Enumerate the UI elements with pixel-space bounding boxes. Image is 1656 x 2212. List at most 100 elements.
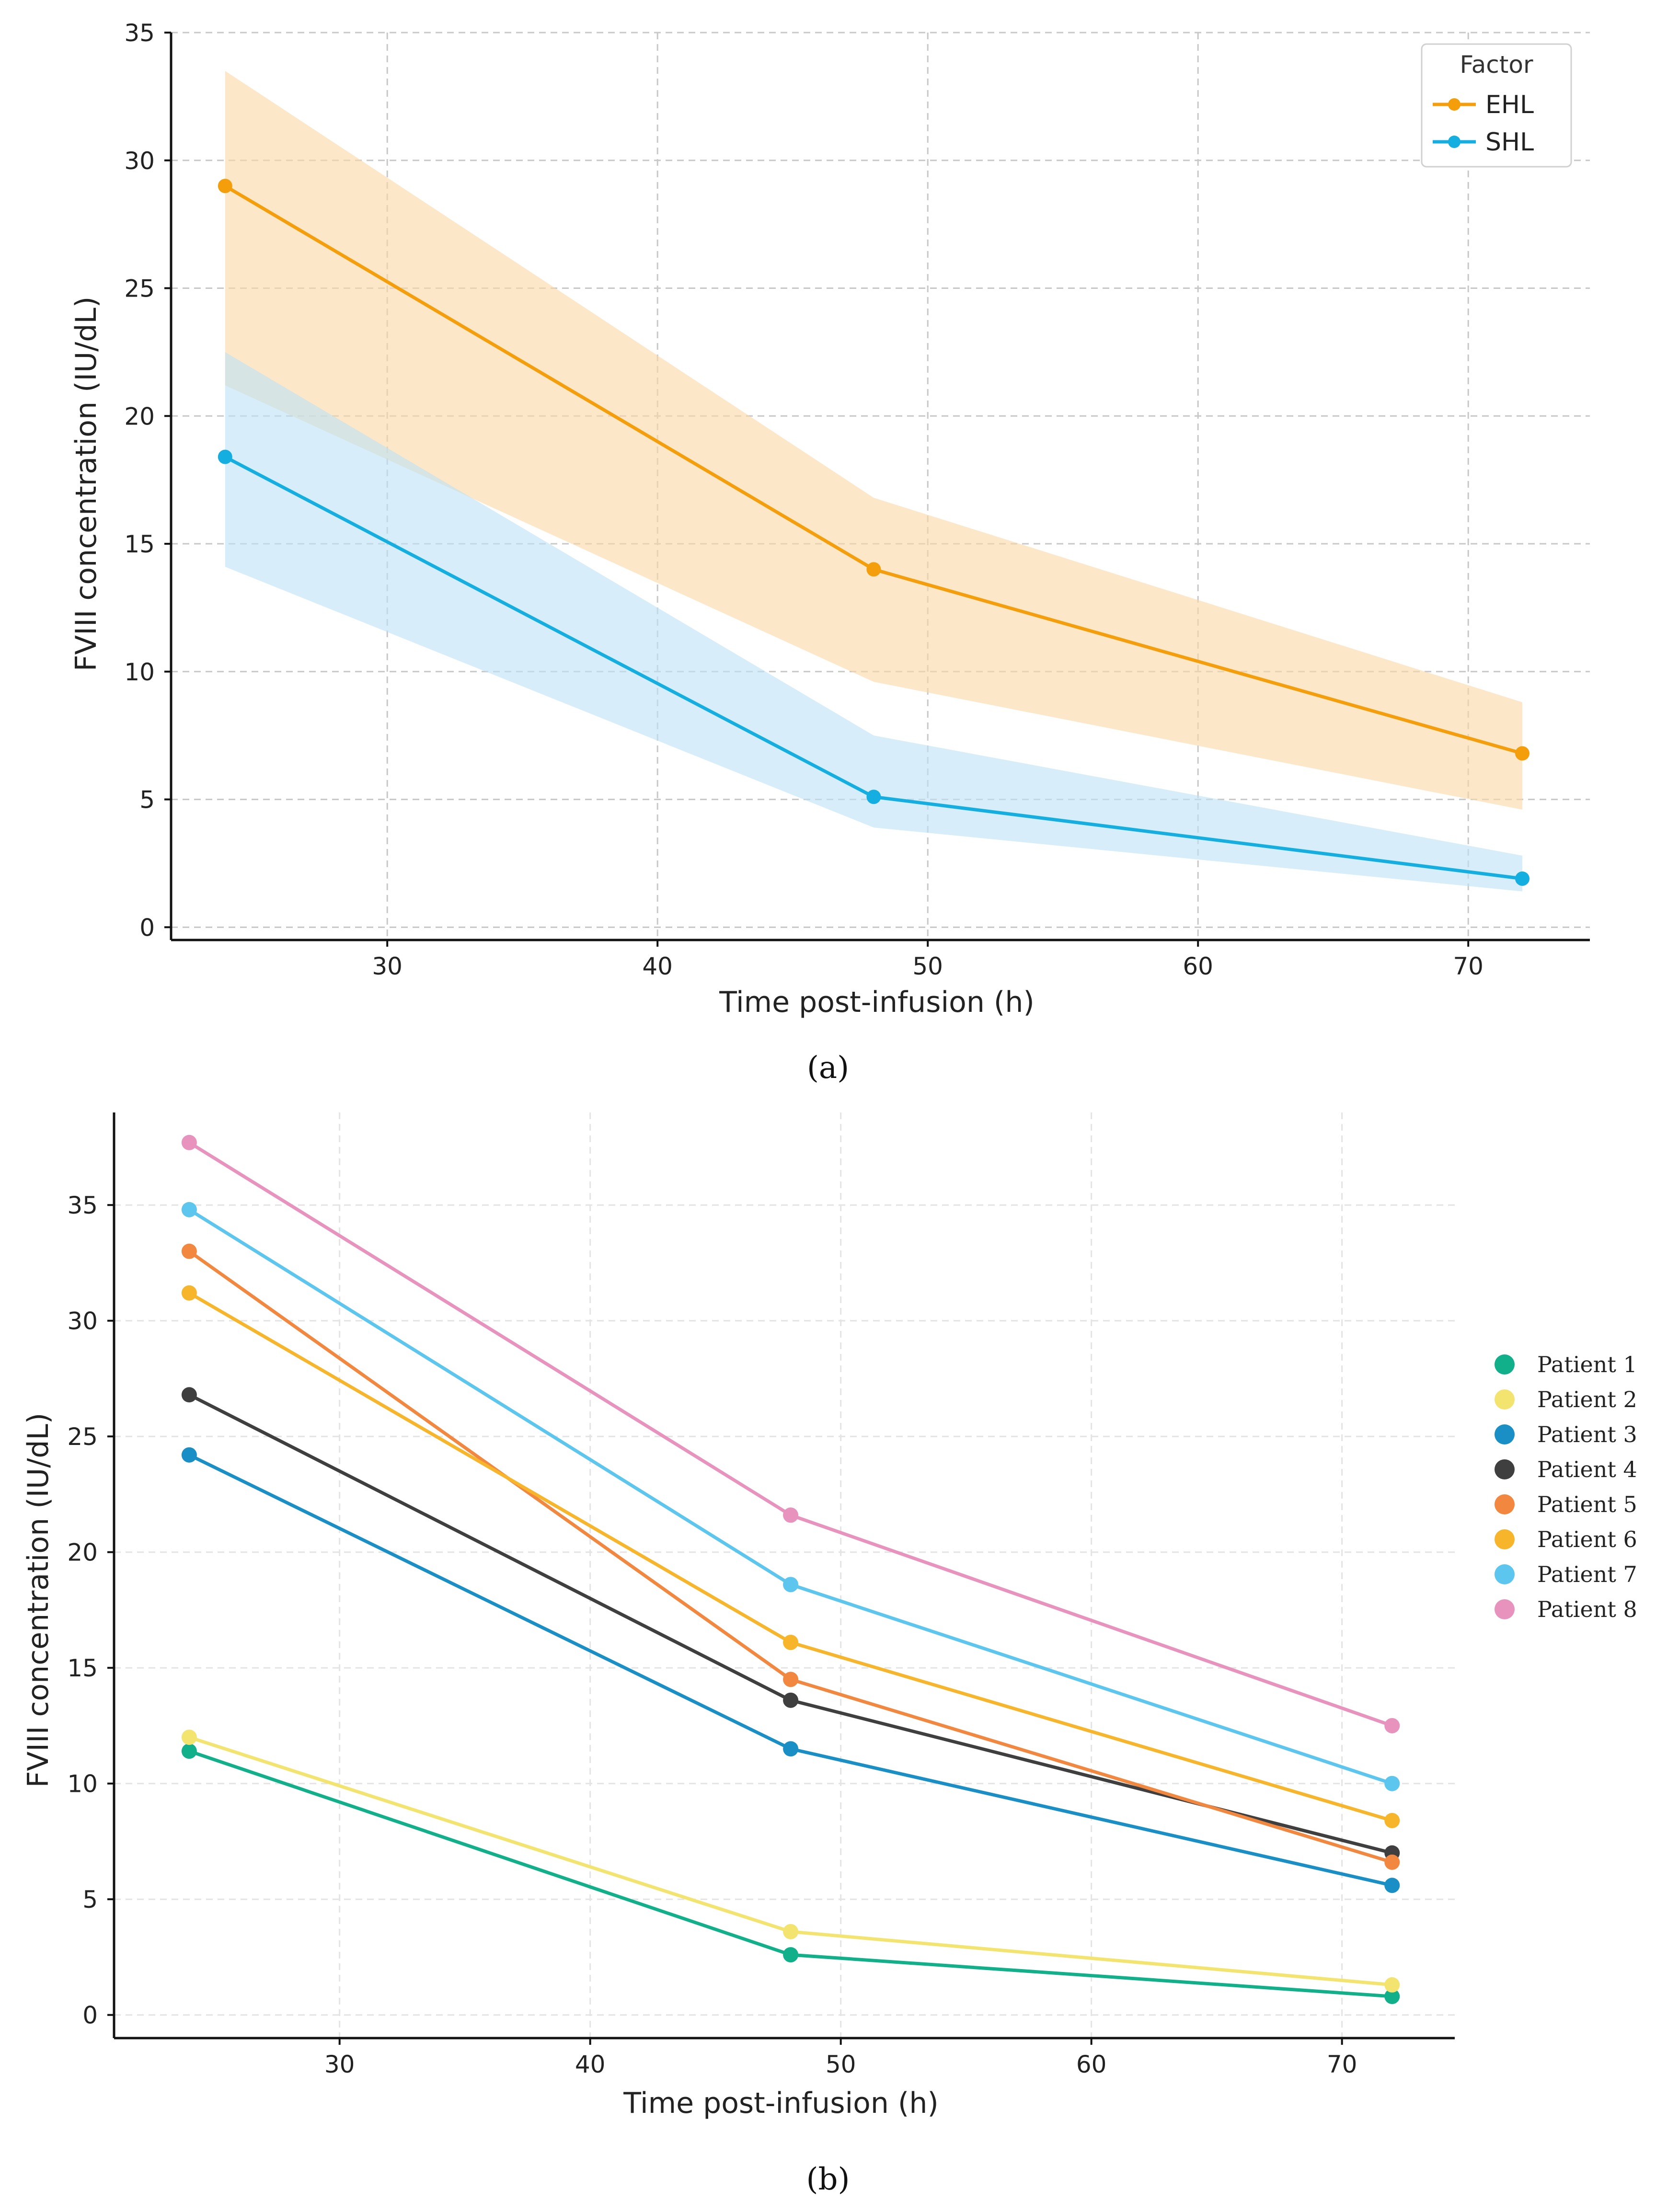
y-tick-label: 25 (124, 275, 155, 303)
y-tick-label: 35 (67, 1192, 98, 1219)
axes-a (164, 32, 1590, 947)
legend-label-patient-4: Patient 4 (1537, 1456, 1637, 1482)
data-point-patient-8 (1384, 1718, 1400, 1733)
series-line-patient-5 (188, 1249, 1393, 1864)
panel-label-b: (b) (806, 2162, 850, 2197)
legend-marker-patient-8 (1495, 1599, 1515, 1619)
y-tick-label: 35 (124, 19, 155, 47)
legend-b: Patient 1 Patient 2 Patient 3 Patient 4 Pati… (1495, 1352, 1637, 1622)
data-point-patient-2 (181, 1730, 197, 1745)
y-tick-label: 0 (139, 914, 155, 941)
data-point-patient-3 (181, 1447, 197, 1463)
y-tick-label: 15 (67, 1654, 98, 1682)
legend-label-shl: SHL (1485, 128, 1534, 157)
y-axis-label-a: FVIII concentration (IU/dL) (69, 297, 103, 672)
confidence-band-shl (225, 352, 1522, 892)
data-point-patient-7 (783, 1577, 799, 1593)
y-tick-label: 30 (67, 1307, 98, 1335)
legend-label-ehl: EHL (1485, 91, 1534, 119)
legend-label-patient-5: Patient 5 (1537, 1491, 1637, 1517)
x-tick-label: 50 (826, 2051, 856, 2078)
chart-panel-a: 30 40 50 60 70 0 5 10 15 20 25 30 35 Time post-infus… (69, 19, 1590, 1086)
x-tick-label: 60 (1076, 2051, 1107, 2078)
legend-marker-shl (1448, 136, 1460, 148)
legend-marker-patient-6 (1495, 1529, 1515, 1549)
data-point-patient-5 (783, 1672, 799, 1687)
legend-marker-patient-3 (1495, 1424, 1515, 1444)
legend-marker-patient-2 (1495, 1389, 1515, 1410)
gridlines-b (114, 1112, 1455, 2038)
tick-labels-b: 30 40 50 60 70 0 5 10 15 20 25 30 35 (67, 1192, 1357, 2078)
data-point-patient-8 (783, 1507, 799, 1523)
confidence-bands-a (225, 71, 1522, 892)
data-points-a (218, 179, 1530, 886)
legend-label-patient-8: Patient 8 (1537, 1596, 1637, 1622)
y-tick-label: 5 (82, 1886, 98, 1914)
legend-marker-patient-1 (1495, 1354, 1515, 1375)
data-point-ehl (1515, 746, 1530, 761)
chart-panel-b: 30 40 50 60 70 0 5 10 15 20 25 30 35 Time post-infus… (22, 1112, 1637, 2197)
legend-marker-ehl (1448, 98, 1460, 111)
data-points-b (181, 1135, 1400, 2005)
x-tick-label: 50 (912, 952, 943, 980)
legend-marker-patient-5 (1495, 1494, 1515, 1514)
tick-labels-a: 30 40 50 60 70 0 5 10 15 20 25 30 35 (124, 19, 1484, 980)
data-point-patient-7 (181, 1202, 197, 1217)
data-point-patient-2 (1384, 1977, 1400, 1993)
data-point-patient-6 (783, 1635, 799, 1650)
x-tick-label: 70 (1327, 2051, 1357, 2078)
y-tick-label: 5 (139, 786, 155, 814)
legend-marker-patient-7 (1495, 1564, 1515, 1584)
data-point-patient-7 (1384, 1776, 1400, 1791)
data-point-patient-3 (783, 1741, 799, 1757)
data-point-patient-5 (1384, 1854, 1400, 1870)
x-tick-label: 40 (642, 952, 673, 980)
x-axis-label-b: Time post-infusion (h) (623, 2086, 939, 2120)
x-tick-label: 40 (575, 2051, 606, 2078)
x-tick-label: 60 (1183, 952, 1213, 980)
x-tick-label: 70 (1453, 952, 1484, 980)
legend-box-a (1421, 43, 1572, 168)
y-tick-label: 10 (124, 658, 155, 686)
legend-label-patient-2: Patient 2 (1537, 1387, 1637, 1412)
data-point-patient-1 (181, 1743, 197, 1759)
y-tick-label: 0 (82, 2002, 98, 2029)
data-point-patient-8 (181, 1135, 197, 1150)
confidence-band-ehl (225, 71, 1522, 810)
data-point-ehl (866, 562, 881, 577)
y-tick-label: 20 (67, 1539, 98, 1567)
y-tick-label: 20 (124, 402, 155, 430)
series-lines-b (188, 1141, 1393, 1998)
data-point-patient-3 (1384, 1878, 1400, 1893)
y-tick-label: 15 (124, 530, 155, 558)
x-axis-label-a: Time post-infusion (h) (719, 986, 1035, 1019)
data-point-patient-1 (783, 1947, 799, 1963)
legend-marker-patient-4 (1495, 1459, 1515, 1479)
y-axis-label-b: FVIII concentration (IU/dL) (22, 1413, 55, 1788)
y-tick-label: 25 (67, 1423, 98, 1451)
legend-label-patient-1: Patient 1 (1537, 1352, 1637, 1377)
y-tick-label: 30 (124, 147, 155, 175)
y-tick-label: 10 (67, 1770, 98, 1798)
data-point-patient-1 (1384, 1989, 1400, 2005)
data-point-ehl (218, 179, 232, 194)
legend-title-a: Factor (1460, 51, 1533, 79)
data-point-patient-6 (1384, 1812, 1400, 1828)
data-point-shl (866, 790, 881, 804)
legend-label-patient-6: Patient 6 (1537, 1526, 1637, 1552)
legend-label-patient-3: Patient 3 (1537, 1421, 1637, 1447)
data-point-patient-6 (181, 1285, 197, 1301)
data-point-patient-4 (783, 1692, 799, 1708)
x-tick-label: 30 (324, 2051, 355, 2078)
data-point-patient-4 (181, 1387, 197, 1403)
legend-a: Factor EHL SHL (1421, 43, 1572, 168)
x-tick-label: 30 (372, 952, 402, 980)
data-point-shl (1515, 871, 1530, 886)
data-point-patient-2 (783, 1924, 799, 1939)
axes-b (107, 1112, 1455, 2045)
data-point-shl (218, 449, 232, 464)
data-point-patient-5 (181, 1243, 197, 1259)
legend-label-patient-7: Patient 7 (1537, 1561, 1637, 1587)
panel-label-a: (a) (807, 1050, 849, 1086)
